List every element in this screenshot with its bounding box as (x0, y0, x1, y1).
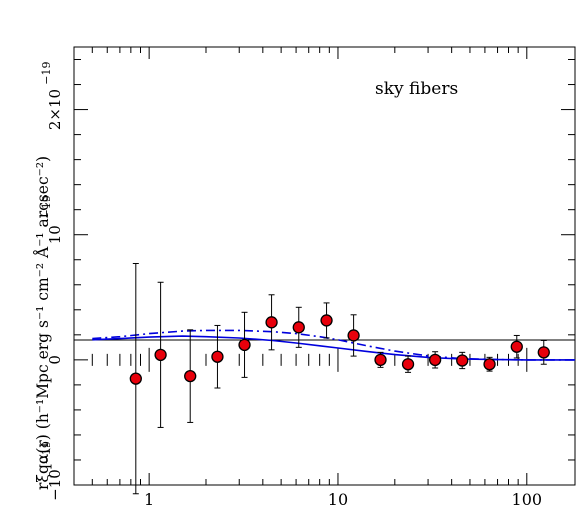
data-point (456, 354, 469, 367)
y-tick-exponent: −19 (40, 441, 53, 464)
data-point (320, 314, 333, 327)
x-tick-label: 1 (144, 490, 154, 509)
data-point (428, 353, 442, 367)
data-point (347, 329, 360, 342)
data-point (537, 346, 550, 359)
data-point (265, 316, 278, 329)
y-tick-exponent: −19 (40, 62, 53, 85)
model-curve-dash-dot (92, 329, 575, 361)
y-tick-label: −10 (46, 469, 64, 501)
data-point (374, 353, 387, 367)
x-ticks: 1 10 100 (73, 47, 543, 509)
y-tick-label: 2×10 (46, 89, 64, 130)
data-point (129, 372, 142, 385)
y-tick-label: 10 (46, 225, 64, 244)
data-point (510, 340, 523, 353)
y-tick-label: 0 (46, 355, 64, 365)
data-point (211, 350, 224, 363)
data-point (238, 338, 251, 351)
data-point (292, 321, 305, 334)
x-tick-label: 100 (512, 490, 543, 509)
data-points (129, 262, 550, 495)
y-axis-label: rξqα(r) (h⁻¹Mpc erg s⁻¹ cm⁻² Å⁻¹ arcsec⁻… (34, 156, 52, 490)
y-tick-exponent: −19 (40, 195, 53, 218)
x-tick-label: 10 (328, 490, 348, 509)
data-point (184, 369, 197, 383)
model-curves (92, 329, 575, 361)
data-point (154, 348, 167, 362)
data-point (401, 358, 415, 371)
plot-frame (73, 46, 576, 486)
annotation-label: sky fibers (375, 79, 458, 99)
y-ticks: −10 −19 0 10 −19 2×10 −19 (40, 59, 575, 501)
data-point (483, 358, 496, 371)
